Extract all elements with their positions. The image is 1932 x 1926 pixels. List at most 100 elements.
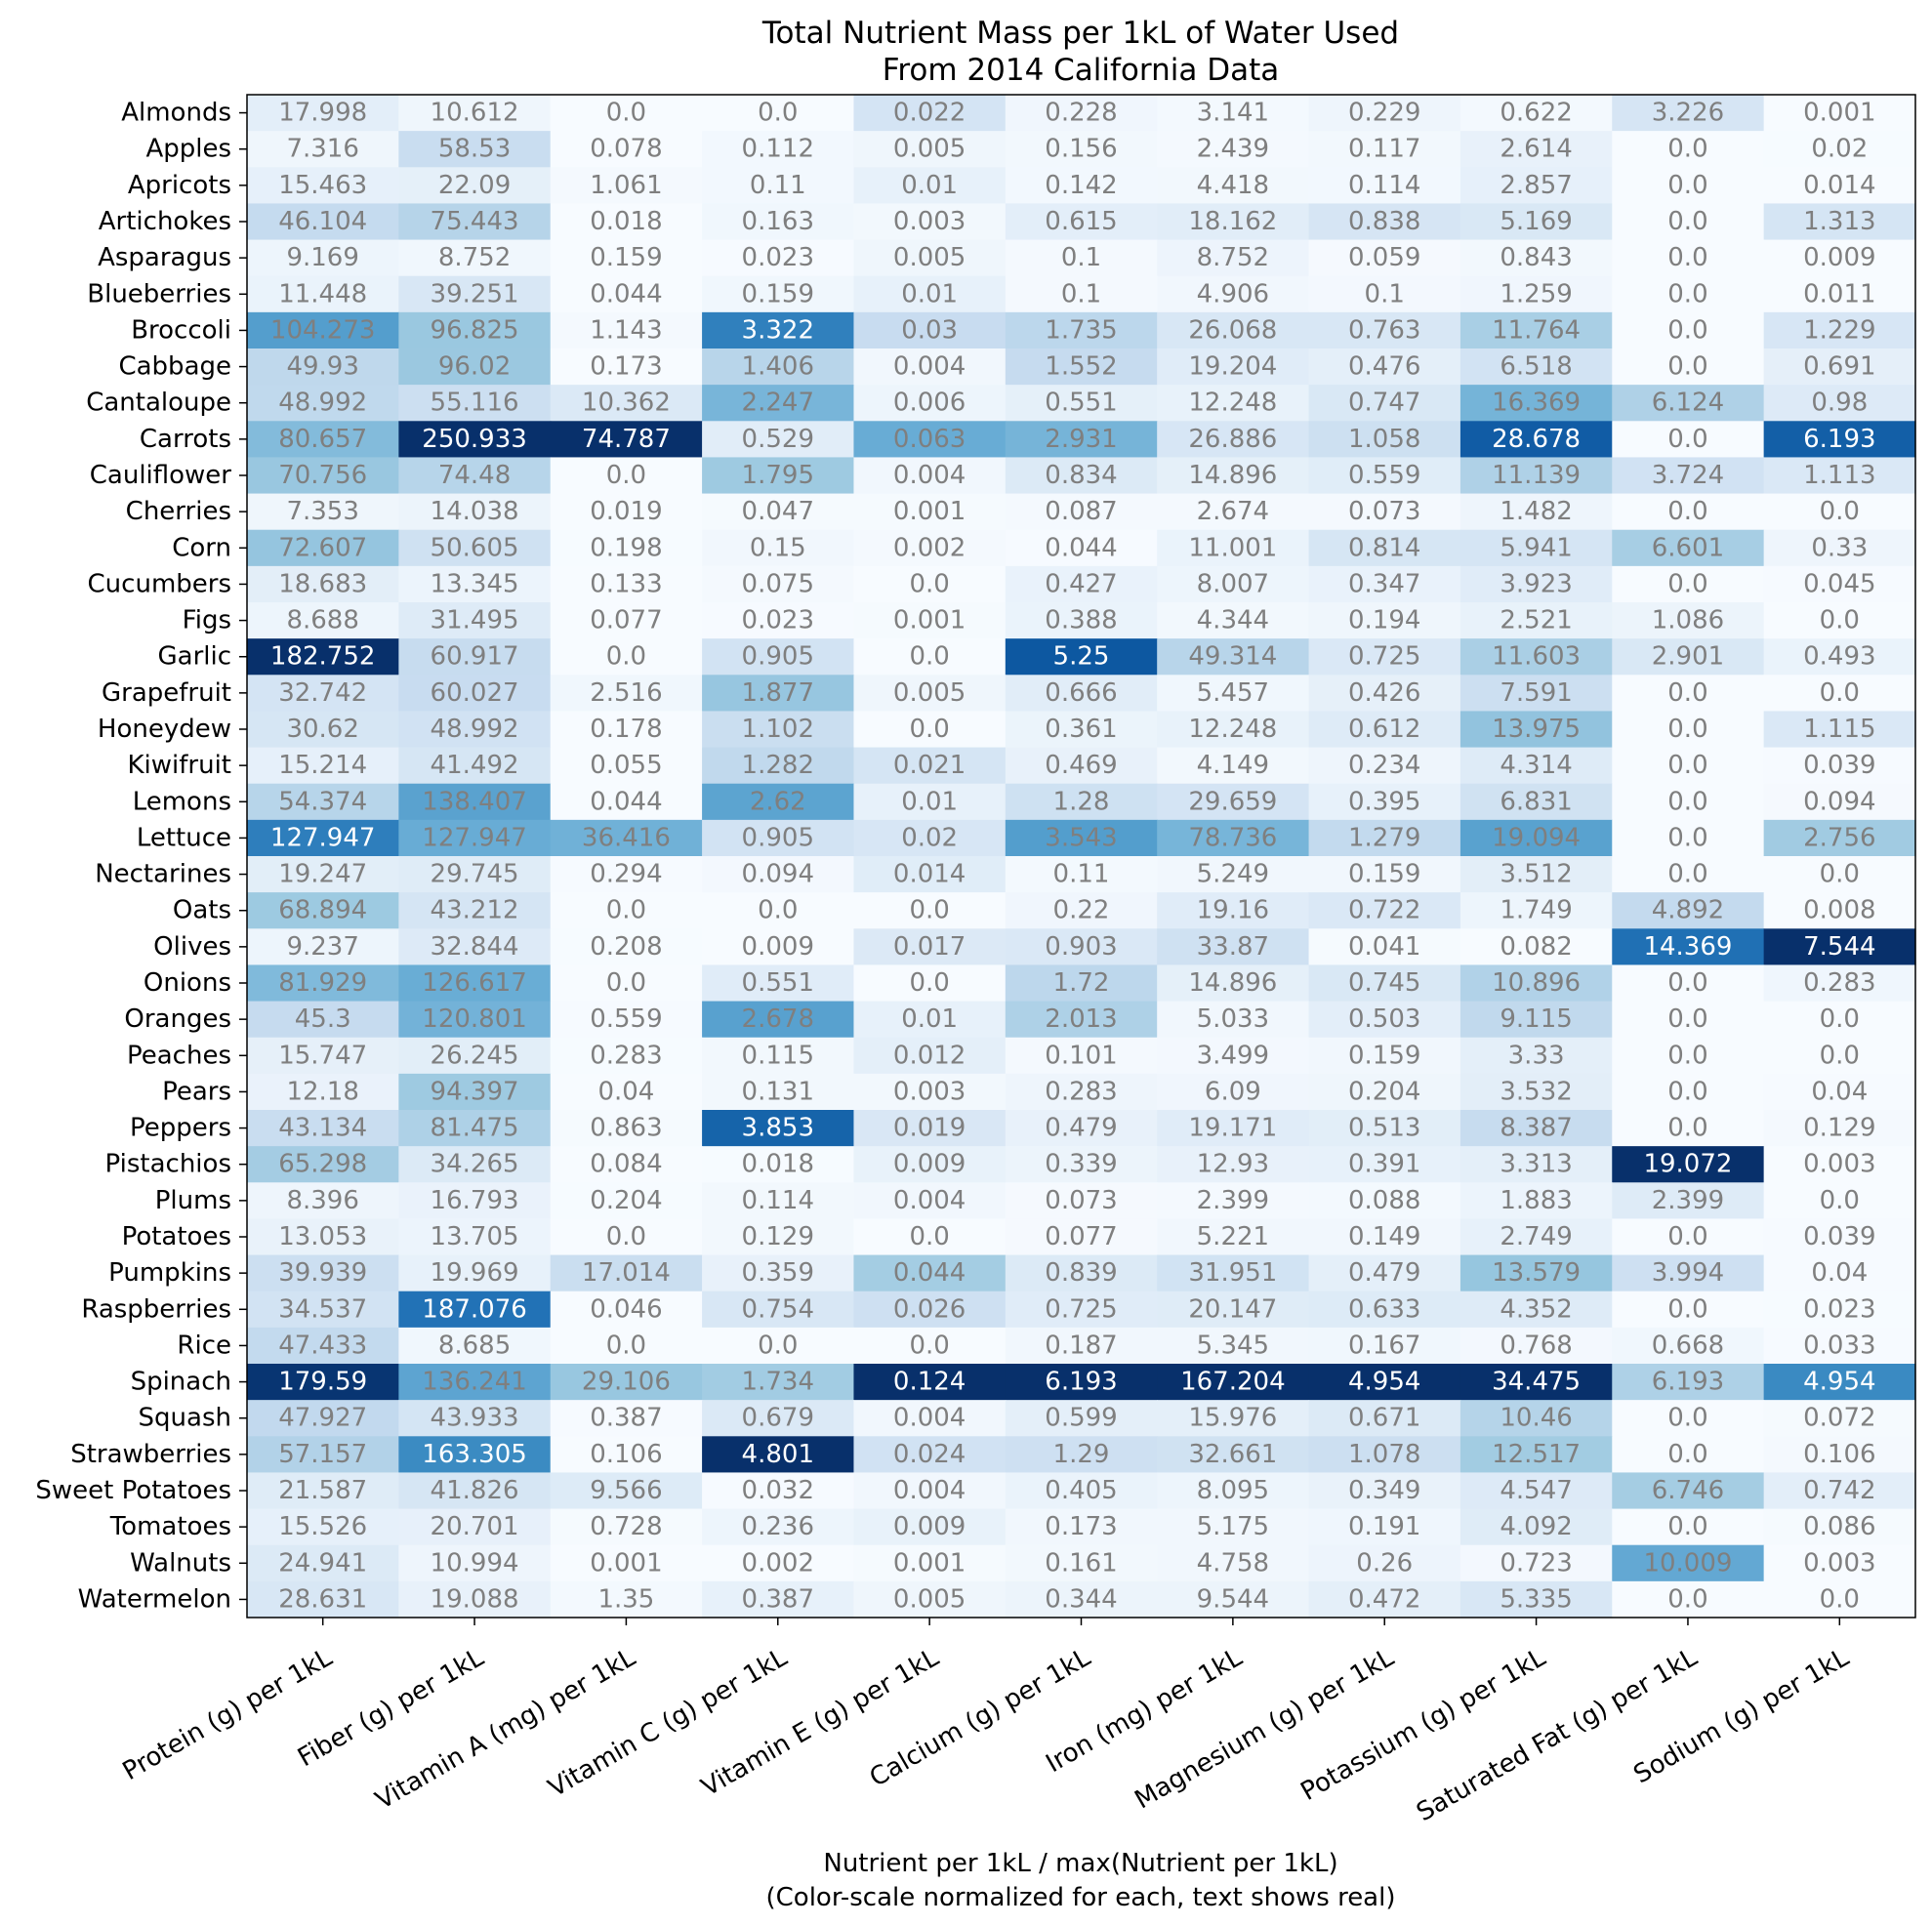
cell-value: 0.0 — [1667, 243, 1707, 272]
cell-value: 0.0 — [1667, 1404, 1707, 1433]
heatmap-cell — [398, 529, 552, 567]
heatmap-cell — [1005, 348, 1158, 386]
heatmap-cell — [550, 1436, 703, 1474]
cell-value: 3.543 — [1045, 823, 1117, 852]
heatmap-cell — [1157, 892, 1310, 929]
heatmap-cell — [853, 1110, 1007, 1147]
heatmap-cell — [1005, 1436, 1158, 1474]
heatmap-cell — [398, 1364, 552, 1401]
cell-value: 0.551 — [742, 968, 814, 998]
heatmap-cell — [853, 783, 1007, 821]
y-tick-label: Oats — [173, 896, 231, 925]
heatmap-cell — [1308, 856, 1461, 893]
cell-value: 0.0 — [1667, 1077, 1707, 1106]
cell-value: 0.388 — [1045, 606, 1117, 635]
heatmap-cell — [1308, 1436, 1461, 1474]
heatmap-cell — [1308, 529, 1461, 567]
cell-value: 0.01 — [901, 279, 958, 308]
heatmap-cell — [853, 1508, 1007, 1546]
cell-value: 0.039 — [1803, 751, 1875, 780]
cell-value: 0.106 — [1803, 1440, 1875, 1469]
heatmap-cell — [1763, 964, 1916, 1003]
cell-value: 7.353 — [286, 497, 358, 526]
heatmap-cell — [247, 1400, 399, 1437]
heatmap-cell — [398, 1472, 552, 1510]
cell-value: 13.705 — [431, 1222, 519, 1251]
cell-value: 0.044 — [893, 1258, 966, 1288]
cell-value: 0.124 — [893, 1368, 966, 1397]
heatmap-cell — [398, 311, 552, 349]
cell-value: 0.159 — [742, 279, 814, 308]
heatmap-cell — [1157, 856, 1310, 893]
heatmap-cell — [550, 819, 703, 857]
heatmap-cell — [702, 638, 855, 676]
cell-value: 0.014 — [893, 860, 966, 889]
heatmap-cell — [702, 711, 855, 749]
cell-value: 3.313 — [1500, 1150, 1572, 1179]
cell-value: 1.279 — [1348, 823, 1420, 852]
heatmap-cell — [702, 1472, 855, 1510]
heatmap-cell — [1157, 493, 1310, 531]
heatmap-cell — [398, 783, 552, 821]
heatmap-cell — [1612, 928, 1765, 966]
cell-value: 0.078 — [590, 135, 662, 164]
heatmap-cell — [1763, 1182, 1916, 1220]
heatmap-cell — [1308, 385, 1461, 422]
cell-value: 0.479 — [1348, 1258, 1420, 1288]
heatmap-cell — [1157, 1508, 1310, 1546]
cell-value: 28.678 — [1492, 425, 1581, 454]
heatmap-cell — [1308, 1254, 1461, 1292]
cell-value: 1.795 — [742, 461, 814, 490]
y-tick-label: Blueberries — [87, 279, 231, 308]
cell-value: 1.115 — [1803, 715, 1875, 744]
cell-value: 0.725 — [1348, 642, 1420, 672]
cell-value: 0.022 — [893, 99, 966, 128]
heatmap-cell — [398, 1436, 552, 1474]
cell-value: 0.476 — [1348, 352, 1420, 382]
cell-value: 0.044 — [590, 279, 662, 308]
heatmap-cell — [550, 457, 703, 495]
heatmap-cell — [702, 385, 855, 422]
heatmap-cell — [1308, 1073, 1461, 1111]
cell-value: 0.204 — [1348, 1077, 1420, 1106]
heatmap-cell — [1612, 1182, 1765, 1220]
cell-value: 1.883 — [1500, 1186, 1572, 1215]
cell-value: 0.114 — [742, 1186, 814, 1215]
cell-value: 5.25 — [1053, 642, 1110, 672]
heatmap-cell — [853, 131, 1007, 168]
cell-value: 0.834 — [1045, 461, 1117, 490]
cell-value: 11.448 — [278, 279, 367, 308]
heatmap-cell — [1157, 1291, 1310, 1329]
y-tick-label: Cucumbers — [88, 569, 231, 598]
cell-value: 0.814 — [1348, 533, 1420, 562]
heatmap-cell — [1763, 638, 1916, 676]
cell-value: 0.283 — [1803, 968, 1875, 998]
cell-value: 4.092 — [1500, 1512, 1572, 1541]
y-tick-label: Grapefruit — [102, 678, 231, 708]
heatmap-cell — [247, 565, 399, 603]
cell-value: 1.28 — [1053, 787, 1110, 816]
cell-value: 0.747 — [1348, 389, 1420, 418]
heatmap-cell — [853, 1073, 1007, 1111]
cell-value: 0.0 — [606, 896, 646, 925]
cell-value: 2.674 — [1197, 497, 1269, 526]
heatmap-cell — [398, 1580, 552, 1619]
heatmap-cell — [1157, 565, 1310, 603]
cell-value: 8.396 — [286, 1186, 358, 1215]
heatmap-cell — [550, 1291, 703, 1329]
heatmap-cell — [702, 783, 855, 821]
heatmap-cell — [398, 95, 552, 132]
cell-value: 0.339 — [1045, 1150, 1117, 1179]
heatmap-cell — [1612, 747, 1765, 785]
cell-value: 43.134 — [278, 1114, 367, 1143]
heatmap-cell — [1005, 675, 1158, 713]
cell-value: 1.313 — [1803, 207, 1875, 236]
cell-value: 0.0 — [1820, 606, 1860, 635]
heatmap-cell — [398, 1001, 552, 1039]
cell-value: 18.683 — [278, 569, 367, 598]
cell-value: 9.115 — [1500, 1004, 1572, 1034]
cell-value: 0.0 — [1820, 1041, 1860, 1070]
y-tick-label: Asparagus — [98, 243, 231, 272]
heatmap-cell — [1612, 1001, 1765, 1039]
heatmap-cell — [1459, 457, 1613, 495]
